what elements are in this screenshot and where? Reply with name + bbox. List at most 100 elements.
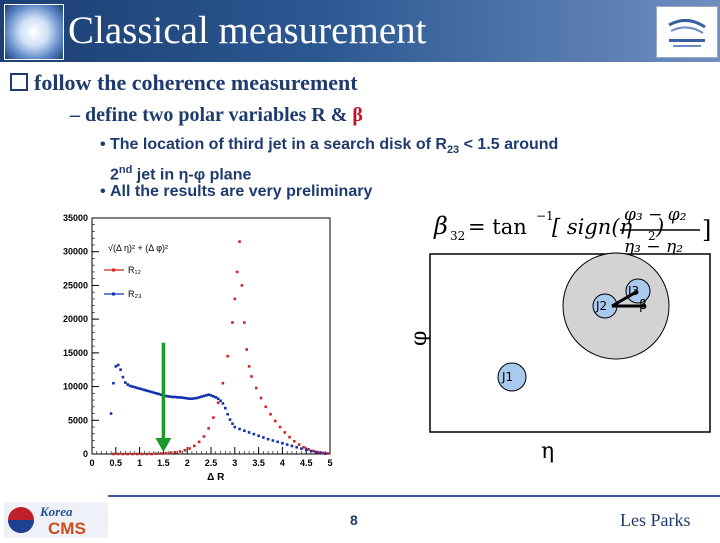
point-1-line2-text: jet in η-φ plane (132, 166, 252, 184)
eta-phi-diagram: J2 J3 β J1 φ η (398, 250, 716, 470)
r23-point (238, 427, 241, 431)
r23-point (219, 399, 222, 403)
r12-point (233, 297, 237, 301)
r23-point (174, 395, 177, 399)
r23-point (171, 395, 175, 399)
delta-r-chart: 0 5000 10000 15000 20000 25000 30000 35000 0 0.5 1… (50, 210, 342, 486)
r12-point (226, 354, 229, 358)
r12-point (150, 452, 153, 456)
x-axis-label: Δ R (207, 472, 225, 483)
beta-vector (611, 289, 639, 308)
r23-point (216, 397, 220, 401)
r23-point (319, 451, 322, 455)
r12-point (159, 452, 163, 455)
x-tick-label: 1 (137, 458, 142, 468)
jet-2-label: J2 (595, 299, 607, 313)
r12-point (193, 444, 196, 448)
r12-point (164, 451, 168, 455)
r23-point (128, 384, 132, 388)
r12-point (269, 412, 272, 416)
y-tick-label: 35000 (63, 213, 88, 223)
r23-point (133, 385, 137, 389)
formula-denominator: η₃ − η₂ (624, 237, 683, 257)
r23-point (314, 450, 318, 454)
sub-bullet-text: – define two polar variables R & (70, 104, 353, 126)
r23-point (231, 422, 234, 425)
r12-point (288, 435, 291, 439)
r23-point (126, 383, 129, 386)
institution-logo (656, 6, 718, 58)
r12-point (245, 348, 248, 351)
y-tick-label: 5000 (68, 415, 88, 425)
r23-point (295, 445, 298, 449)
sub-bullet: – define two polar variables R & β (70, 104, 363, 127)
r12-point (207, 427, 210, 430)
r12-point (293, 439, 296, 443)
r23-point (166, 395, 170, 398)
legend-r23-label: R₂₃ (128, 289, 142, 299)
beta-formula: β 32 = tan −1 [ sign(η 2 ) φ₃ − φ₂ η₃ − … (430, 198, 720, 260)
r23-point (121, 375, 125, 379)
y-tick-label: 25000 (63, 280, 88, 290)
r23-point (209, 394, 213, 397)
y-tick-label: 0 (83, 449, 88, 459)
r23-point (183, 396, 187, 400)
r23-point (176, 396, 179, 399)
x-tick-label: 0 (89, 458, 94, 468)
r12-point (273, 419, 277, 423)
point-1-text-b: < 1.5 around (459, 136, 559, 153)
r12-point (326, 452, 329, 455)
r23-point (143, 388, 146, 392)
logo-korea-text: Korea (39, 504, 73, 519)
page-number: 8 (350, 512, 358, 528)
sub-bullet-beta: β (352, 104, 363, 126)
r23-point (204, 394, 208, 397)
y-tick-label: 20000 (63, 314, 88, 324)
r12-point (307, 447, 310, 451)
r12-point (145, 452, 149, 456)
r23-point (124, 381, 127, 384)
x-tick-label: 3.5 (252, 458, 265, 468)
r23-point (207, 393, 210, 396)
r23-point (226, 412, 229, 416)
r23-point (152, 391, 156, 394)
r23-point (212, 395, 215, 398)
r12-point (202, 435, 206, 438)
r12-point (302, 445, 306, 449)
r12-point (188, 447, 191, 450)
r23-point (169, 395, 172, 398)
r23-point (193, 397, 196, 400)
formula-numerator: φ₃ − φ₂ (624, 205, 687, 225)
x-tick-label: 2 (185, 458, 190, 468)
r12-point (259, 396, 263, 400)
r12-point (235, 270, 239, 274)
r23-point (200, 395, 203, 398)
r12-point (316, 450, 320, 454)
korea-cms-logo: Korea CMS (4, 502, 108, 538)
y-tick-label: 10000 (63, 382, 88, 392)
r23-point (281, 441, 284, 445)
r23-point (188, 397, 191, 401)
point-2: • All the results are very preliminary (100, 183, 372, 201)
r23-point (185, 397, 189, 400)
r23-point (140, 387, 144, 391)
phi-axis-label: φ (407, 331, 432, 346)
point-1-subscript: 23 (446, 144, 460, 157)
r12-point (112, 452, 115, 456)
main-bullet: follow the coherence measurement (10, 70, 358, 96)
chart-svg: 0 5000 10000 15000 20000 25000 30000 35000 0 0.5 1… (63, 213, 333, 483)
beta-label: β (639, 298, 647, 313)
x-tick-label: 1.5 (157, 458, 170, 468)
r12-point (183, 448, 187, 452)
formula-sup: −1 (536, 209, 554, 223)
r23-point (178, 396, 182, 399)
legend-r23-marker (112, 292, 115, 296)
r23-point (190, 397, 194, 401)
r23-point (247, 431, 251, 434)
r23-point (309, 449, 313, 453)
x-tick-label: 4 (280, 458, 285, 468)
r12-point (283, 431, 287, 434)
r23-point (285, 443, 289, 446)
r23-point (116, 363, 120, 367)
r23-point (290, 444, 294, 448)
